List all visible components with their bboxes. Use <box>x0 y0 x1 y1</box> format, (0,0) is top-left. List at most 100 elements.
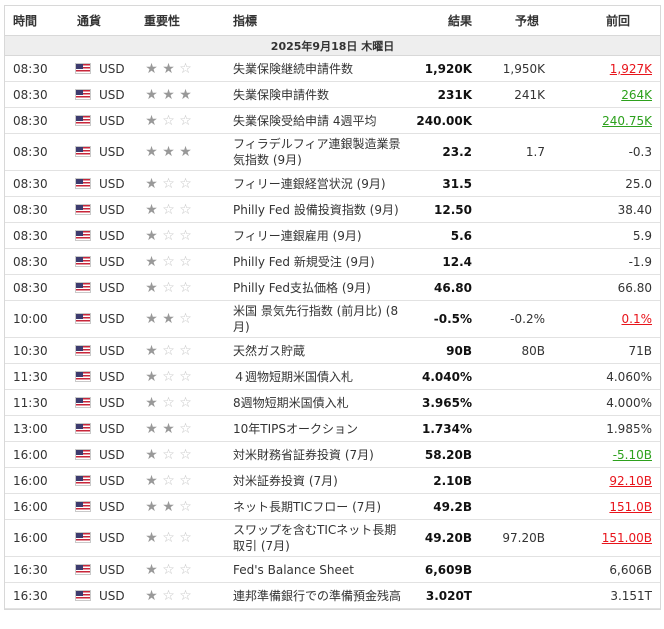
previous-value: 38.40 <box>617 202 652 217</box>
table-row[interactable]: 10:30 USD ★ ☆ ☆ 天然ガス貯蔵 90B 80B 71B <box>5 337 660 364</box>
event-forecast: 1,950K <box>480 55 553 82</box>
table-row[interactable]: 16:30 USD ★ ☆ ☆ Fed's Balance Sheet 6,609B 6,60… <box>5 556 660 583</box>
event-currency: USD <box>73 248 136 275</box>
indicator-link[interactable]: 対米証券投資 (7月) <box>233 474 338 488</box>
star-icon: ★ <box>145 368 158 385</box>
event-previous: 4.000% <box>553 389 660 416</box>
previous-value: 0.1% <box>621 312 653 326</box>
indicator-name[interactable]: Philly Fed 設備投資指数 (9月) <box>233 196 410 223</box>
event-forecast <box>480 248 553 275</box>
indicator-link[interactable]: 失業保険継続申請件数 <box>233 62 354 76</box>
previous-value: 1,927K <box>609 61 652 76</box>
indicator-link[interactable]: Philly Fed 新規受注 (9月) <box>233 255 375 269</box>
indicator-link[interactable]: 天然ガス貯蔵 <box>233 344 306 358</box>
indicator-name[interactable]: ネット長期TICフロー (7月) <box>233 493 410 520</box>
indicator-name[interactable]: スワップを含むTICネット長期取引 (7月) <box>233 519 410 557</box>
indicator-name[interactable]: フィリー連銀経営状況 (9月) <box>233 170 410 197</box>
indicator-link[interactable]: フィリー連銀雇用 (9月) <box>233 229 362 243</box>
star-icon: ☆ <box>179 60 192 77</box>
indicator-name[interactable]: 10年TIPSオークション <box>233 415 410 442</box>
table-row[interactable]: 10:00 USD ★ ★ ☆ 米国 景気先行指数 (前月比) (8月) -0.5% -0.2… <box>5 300 660 338</box>
event-result: -0.5% <box>410 300 480 338</box>
indicator-link[interactable]: 連邦準備銀行での準備預金残高 <box>233 589 402 603</box>
header-forecast: 予想 <box>480 6 553 36</box>
indicator-name[interactable]: 天然ガス貯蔵 <box>233 337 410 364</box>
indicator-name[interactable]: フィラデルフィア連銀製造業景気指数 (9月) <box>233 133 410 171</box>
table-row[interactable]: 08:30 USD ★ ☆ ☆ Philly Fed 新規受注 (9月) 12.4 -1.9 <box>5 248 660 275</box>
indicator-name[interactable]: 失業保険継続申請件数 <box>233 55 410 82</box>
table-row[interactable]: 16:00 USD ★ ☆ ☆ 対米証券投資 (7月) 2.10B 92.10B <box>5 467 660 494</box>
indicator-link[interactable]: 対米財務省証券投資 (7月) <box>233 448 374 462</box>
table-row[interactable]: 11:30 USD ★ ☆ ☆ ４週物短期米国債入札 4.040% 4.060% <box>5 363 660 390</box>
previous-value: 71B <box>628 343 652 358</box>
table-row[interactable]: 16:30 USD ★ ☆ ☆ 連邦準備銀行での準備預金残高 3.020T 3.151T <box>5 582 660 609</box>
indicator-link[interactable]: Fed's Balance Sheet <box>233 562 354 577</box>
indicator-link[interactable]: フィラデルフィア連銀製造業景気指数 (9月) <box>233 137 401 167</box>
previous-value: 3.151T <box>610 588 652 603</box>
table-row[interactable]: 08:30 USD ★ ★ ★ 失業保険申請件数 231K 241K 264K <box>5 81 660 108</box>
indicator-link[interactable]: 米国 景気先行指数 (前月比) (8月) <box>233 304 399 334</box>
indicator-link[interactable]: 失業保険受給申請 4週平均 <box>233 114 377 128</box>
event-forecast <box>480 582 553 609</box>
indicator-name[interactable]: Fed's Balance Sheet <box>233 556 410 583</box>
event-result: 1,920K <box>410 55 480 82</box>
event-previous: 151.0B <box>553 493 660 520</box>
event-forecast <box>480 222 553 249</box>
table-row[interactable]: 16:00 USD ★ ★ ☆ ネット長期TICフロー (7月) 49.2B 151.0B <box>5 493 660 520</box>
table-row[interactable]: 08:30 USD ★ ☆ ☆ フィリー連銀雇用 (9月) 5.6 5.9 <box>5 222 660 249</box>
event-time: 08:30 <box>5 222 73 249</box>
table-row[interactable]: 16:00 USD ★ ☆ ☆ スワップを含むTICネット長期取引 (7月) 49.20B 9… <box>5 519 660 557</box>
importance-stars: ★ ★ ★ <box>136 133 233 171</box>
event-previous: 3.151T <box>553 582 660 609</box>
table-row[interactable]: 08:30 USD ★ ★ ★ フィラデルフィア連銀製造業景気指数 (9月) 23.2 1.7… <box>5 133 660 171</box>
table-row[interactable]: 08:30 USD ★ ☆ ☆ フィリー連銀経営状況 (9月) 31.5 25.0 <box>5 170 660 197</box>
previous-value: 151.0B <box>609 499 652 514</box>
event-time: 16:00 <box>5 441 73 468</box>
indicator-name[interactable]: 対米証券投資 (7月) <box>233 467 410 494</box>
previous-value: 264K <box>621 87 652 102</box>
currency-code: USD <box>99 280 125 295</box>
indicator-name[interactable]: 失業保険申請件数 <box>233 81 410 108</box>
indicator-link[interactable]: 失業保険申請件数 <box>233 88 330 102</box>
star-icon: ☆ <box>162 253 175 270</box>
importance-stars: ★ ☆ ☆ <box>136 107 233 134</box>
indicator-link[interactable]: スワップを含むTICネット長期取引 (7月) <box>233 523 397 553</box>
event-forecast <box>480 493 553 520</box>
indicator-name[interactable]: フィリー連銀雇用 (9月) <box>233 222 410 249</box>
event-currency: USD <box>73 441 136 468</box>
indicator-link[interactable]: Philly Fed支払価格 (9月) <box>233 281 371 295</box>
indicator-name[interactable]: 連邦準備銀行での準備預金残高 <box>233 582 410 609</box>
table-row[interactable]: 16:00 USD ★ ☆ ☆ 対米財務省証券投資 (7月) 58.20B -5.10B <box>5 441 660 468</box>
indicator-link[interactable]: 8週物短期米国債入札 <box>233 396 349 410</box>
event-result: 49.20B <box>410 519 480 557</box>
event-result: 2.10B <box>410 467 480 494</box>
event-time: 11:30 <box>5 363 73 390</box>
table-row[interactable]: 08:30 USD ★ ★ ☆ 失業保険継続申請件数 1,920K 1,950K 1,927K <box>5 55 660 82</box>
table-row[interactable]: 08:30 USD ★ ☆ ☆ 失業保険受給申請 4週平均 240.00K 240.75K <box>5 107 660 134</box>
indicator-link[interactable]: フィリー連銀経営状況 (9月) <box>233 177 386 191</box>
event-result: 49.2B <box>410 493 480 520</box>
event-forecast <box>480 196 553 223</box>
table-row[interactable]: 13:00 USD ★ ★ ☆ 10年TIPSオークション 1.734% 1.985% <box>5 415 660 442</box>
indicator-name[interactable]: ４週物短期米国債入札 <box>233 363 410 390</box>
table-row[interactable]: 08:30 USD ★ ☆ ☆ Philly Fed 設備投資指数 (9月) 12.50 38… <box>5 196 660 223</box>
indicator-link[interactable]: 10年TIPSオークション <box>233 422 358 436</box>
event-forecast <box>480 170 553 197</box>
indicator-link[interactable]: ネット長期TICフロー (7月) <box>233 500 382 514</box>
indicator-name[interactable]: 対米財務省証券投資 (7月) <box>233 441 410 468</box>
event-time: 08:30 <box>5 196 73 223</box>
indicator-link[interactable]: ４週物短期米国債入札 <box>233 370 354 384</box>
indicator-name[interactable]: Philly Fed 新規受注 (9月) <box>233 248 410 275</box>
event-time: 08:30 <box>5 133 73 171</box>
indicator-name[interactable]: Philly Fed支払価格 (9月) <box>233 274 410 301</box>
star-icon: ☆ <box>179 394 192 411</box>
table-row[interactable]: 08:30 USD ★ ☆ ☆ Philly Fed支払価格 (9月) 46.80 66.80 <box>5 274 660 301</box>
currency-code: USD <box>99 61 125 76</box>
indicator-name[interactable]: 米国 景気先行指数 (前月比) (8月) <box>233 300 410 338</box>
indicator-name[interactable]: 失業保険受給申請 4週平均 <box>233 107 410 134</box>
indicator-name[interactable]: 8週物短期米国債入札 <box>233 389 410 416</box>
indicator-link[interactable]: Philly Fed 設備投資指数 (9月) <box>233 203 399 217</box>
star-icon: ★ <box>145 446 158 463</box>
star-icon: ☆ <box>162 279 175 296</box>
table-row[interactable]: 11:30 USD ★ ☆ ☆ 8週物短期米国債入札 3.965% 4.000% <box>5 389 660 416</box>
